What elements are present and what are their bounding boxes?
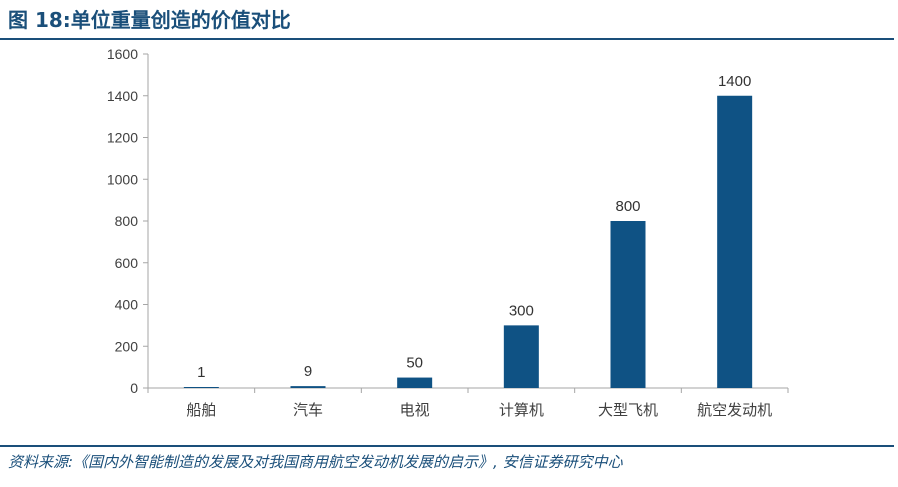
title-separator: :	[62, 8, 71, 32]
source-note: 资料来源:《国内外智能制造的发展及对我国商用航空发动机发展的启示》, 安信证券研…	[8, 453, 623, 471]
y-tick-label: 600	[115, 255, 139, 271]
title-text: 单位重量创造的价值对比	[70, 8, 291, 32]
y-tick-label: 400	[115, 297, 139, 313]
figure-number: 图 18	[8, 8, 63, 32]
category-label: 汽车	[293, 401, 323, 419]
bar	[610, 221, 646, 388]
bottom-rule	[0, 445, 894, 447]
data-label: 1	[197, 364, 205, 381]
y-tick-label: 0	[130, 380, 138, 396]
top-rule	[0, 38, 894, 40]
data-label: 1400	[718, 73, 751, 90]
category-label: 航空发动机	[697, 401, 772, 419]
y-tick-label: 800	[115, 213, 139, 229]
data-label: 50	[406, 355, 423, 372]
bar	[503, 325, 539, 388]
y-tick-label: 1400	[107, 88, 138, 104]
figure-title: 图 18:单位重量创造的价值对比	[8, 6, 291, 34]
y-tick-label: 1200	[107, 130, 138, 146]
y-tick-label: 1000	[107, 171, 138, 187]
data-label: 300	[509, 302, 534, 319]
bar	[397, 377, 433, 388]
category-label: 计算机	[499, 401, 544, 419]
category-label: 船舶	[186, 401, 216, 419]
y-tick-label: 200	[115, 338, 139, 354]
category-label: 大型飞机	[598, 401, 658, 419]
data-label: 9	[304, 363, 312, 380]
y-tick-label: 1600	[107, 46, 138, 62]
category-label: 电视	[400, 401, 430, 419]
bar	[183, 387, 219, 388]
bar	[717, 95, 753, 388]
bar	[290, 386, 326, 388]
data-label: 800	[615, 198, 640, 215]
